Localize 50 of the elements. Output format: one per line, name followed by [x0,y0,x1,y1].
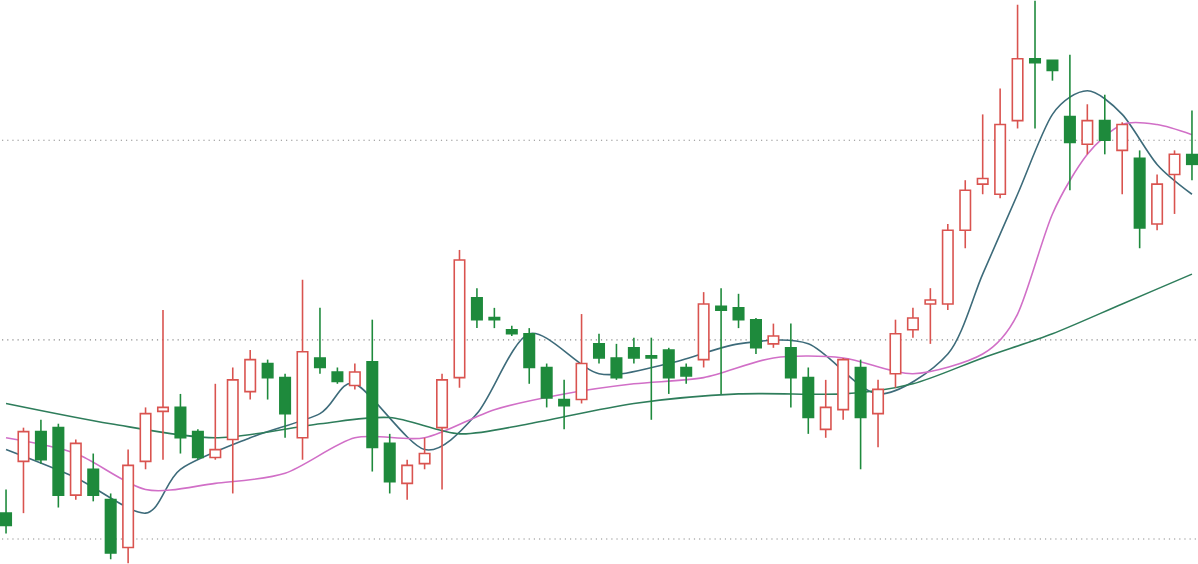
candlestick [732,293,745,329]
candlestick [418,436,431,471]
candlestick [592,332,606,365]
candlestick [680,362,693,385]
candlestick [1098,93,1111,156]
candlestick [558,379,571,431]
candlestick [872,379,885,449]
candlestick [244,349,257,401]
candlestick [401,458,414,501]
candlestick [261,358,274,401]
candlestick [924,287,937,345]
candlestick [1168,149,1181,215]
candlestick [819,379,832,439]
candlestick [610,343,623,381]
candlestick [174,393,187,455]
candlestick [0,488,13,535]
candlestick [889,318,902,389]
candlestick [87,452,100,503]
candlestick [1063,53,1076,192]
candlestick [1028,0,1042,130]
candlestick [34,418,47,465]
candlestick [976,113,989,196]
candlestick [1081,103,1094,156]
candlestick [645,336,658,421]
candlestick [279,372,292,439]
candlestick [959,179,972,250]
candlestick [1151,173,1164,232]
candlestick [139,406,152,471]
candlestick [1116,121,1129,196]
candlestick [575,313,588,405]
candlestick [767,322,780,349]
candlestick [523,327,536,385]
candlestick [383,433,396,495]
candlestick [784,322,797,409]
candlestick [749,317,762,355]
candlestick [436,372,449,491]
candlestick [470,287,483,329]
candlestick [662,347,675,395]
candlestick [313,307,326,375]
candlestick [802,366,815,435]
candlestick [906,307,919,339]
candlestick [1046,59,1059,82]
candlestick [540,362,553,409]
candlestick [348,362,361,391]
candlestick [156,309,170,461]
candlestick [715,287,728,395]
candlestick [17,426,30,514]
candlestick [209,383,222,461]
candlestick [627,336,640,365]
candlestick [191,428,204,461]
